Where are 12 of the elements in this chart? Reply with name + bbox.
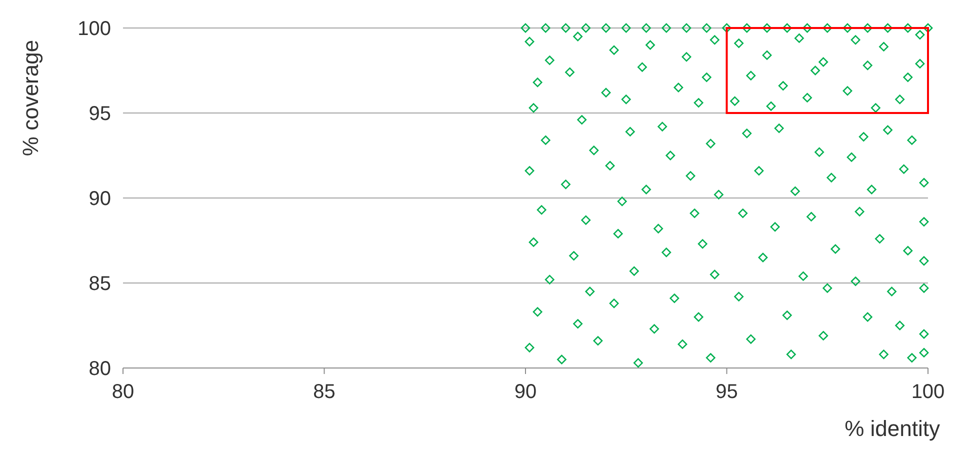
x-axis-title: % identity (844, 416, 940, 441)
x-tick-label: 85 (313, 381, 336, 403)
y-tick-label: 95 (88, 103, 111, 125)
x-tick-label: 95 (716, 381, 738, 403)
y-tick-label: 100 (78, 18, 111, 40)
y-tick-label: 85 (88, 273, 111, 295)
y-tick-label: 80 (88, 358, 111, 380)
x-tick-label: 80 (112, 381, 134, 403)
y-axis-title: % coverage (18, 40, 43, 156)
x-tick-label: 90 (514, 381, 537, 403)
y-tick-label: 90 (88, 188, 111, 210)
x-tick-label: 100 (911, 381, 945, 403)
